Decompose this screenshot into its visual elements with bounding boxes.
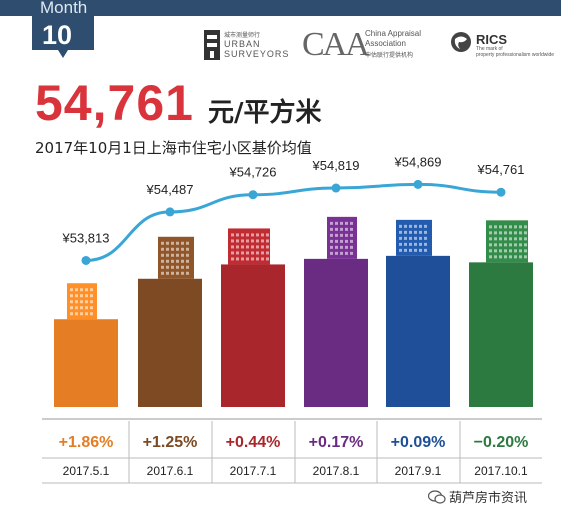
wechat-icon <box>427 490 446 504</box>
building-windows <box>330 221 353 255</box>
month-label: Month <box>40 0 88 17</box>
bar <box>138 278 202 407</box>
value-label: ¥54,487 <box>146 182 194 197</box>
caa-mark: CAA <box>302 26 370 63</box>
urban-surveyors-logo: 城市测量师行 URBAN SURVEYORS <box>204 28 288 64</box>
watermark-text: 葫芦房市资讯 <box>449 491 528 506</box>
change-label: +0.17% <box>309 434 364 451</box>
top-banner <box>0 0 561 16</box>
trend-point <box>165 207 175 217</box>
rics-line1: The mark of <box>476 46 503 52</box>
month-number: 10 <box>42 20 73 50</box>
bar <box>469 262 533 407</box>
trend-line <box>85 182 502 262</box>
caa-line1: China Appraisal <box>365 29 422 38</box>
value-label: ¥54,869 <box>394 154 442 169</box>
building-windows <box>399 224 427 252</box>
value-label: ¥54,819 <box>312 158 360 173</box>
urban-surveyors-cn: 城市测量师行 <box>224 32 261 39</box>
month-badge <box>32 0 94 58</box>
bar <box>386 255 450 407</box>
watermark: 葫芦房市资讯 <box>427 487 528 506</box>
urban-surveyors-en1: URBAN <box>224 39 261 49</box>
bar <box>54 319 118 407</box>
value-label: ¥53,813 <box>62 230 110 245</box>
change-label: −0.20% <box>474 434 529 451</box>
change-label: +1.86% <box>59 434 114 451</box>
bar <box>221 264 285 407</box>
caa-line3: 中估联行提供机构 <box>365 52 414 59</box>
trend-point <box>81 255 91 265</box>
headline-unit: 元/平方米 <box>208 98 322 128</box>
rics-globe-icon <box>451 32 471 52</box>
category-label: 2017.10.1 <box>474 464 528 478</box>
trend-point <box>331 183 341 193</box>
rics-line2: property professionalism worldwide <box>476 52 555 58</box>
category-label: 2017.9.1 <box>395 464 442 478</box>
trend-point <box>496 187 506 197</box>
category-label: 2017.8.1 <box>313 464 360 478</box>
change-label: +1.25% <box>143 434 198 451</box>
caa-line2: Association <box>365 39 406 48</box>
building-windows <box>70 288 93 316</box>
building-windows <box>489 225 527 259</box>
headline-subtitle: 2017年10月1日上海市住宅小区基价均值 <box>35 139 312 157</box>
trend-point <box>248 190 258 200</box>
building-windows <box>161 241 189 275</box>
change-label: +0.09% <box>391 434 446 451</box>
rics-logo: RICS The mark of property professionalis… <box>450 30 560 66</box>
caa-logo: CAA China Appraisal Association 中估联行提供机构 <box>302 26 432 66</box>
urban-surveyors-icon <box>204 30 220 60</box>
trend-point <box>413 179 423 189</box>
category-label: 2017.7.1 <box>230 464 277 478</box>
change-label: +0.44% <box>226 434 281 451</box>
category-label: 2017.6.1 <box>147 464 194 478</box>
category-label: 2017.5.1 <box>63 464 110 478</box>
value-label: ¥54,761 <box>477 162 525 177</box>
building-windows <box>231 233 269 261</box>
bar <box>304 258 368 407</box>
headline-price: 54,761 <box>35 75 194 131</box>
rics-mark: RICS <box>476 32 508 47</box>
value-label: ¥54,726 <box>229 165 277 180</box>
urban-surveyors-en2: SURVEYORS <box>224 49 290 59</box>
